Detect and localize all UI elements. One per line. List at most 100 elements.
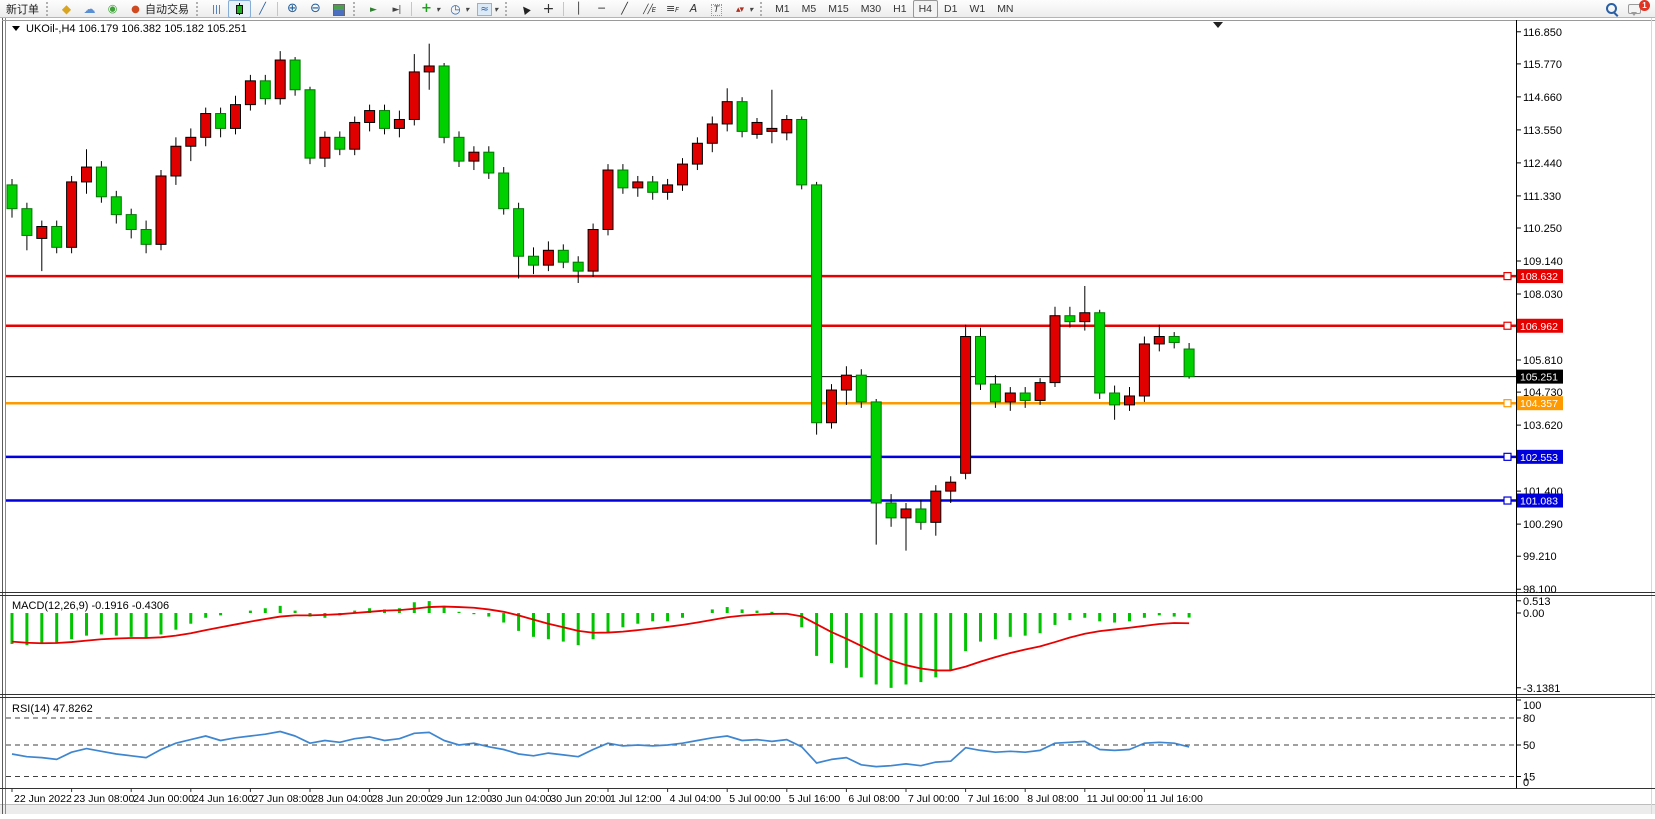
tf-h1-button[interactable]: H1 xyxy=(893,2,907,15)
signals-button[interactable] xyxy=(101,0,124,18)
price-badge-101.083 xyxy=(1517,493,1563,508)
svg-text:104.730: 104.730 xyxy=(1523,387,1563,399)
search-icon xyxy=(1605,2,1620,16)
arrows-button[interactable] xyxy=(728,0,757,18)
chart-canvas[interactable]: UKOil-,H4 106.179 106.382 105.182 105.25… xyxy=(0,18,1655,814)
cloud-icon xyxy=(82,2,97,16)
chart-shift-button[interactable] xyxy=(385,0,408,18)
chevron-down-icon[interactable] xyxy=(494,3,498,15)
crosshair-icon xyxy=(541,2,556,16)
indicators-icon xyxy=(419,2,434,16)
tf-m5-button[interactable]: M5 xyxy=(801,2,817,15)
chat-badge: 1 xyxy=(1639,0,1650,11)
tf-mn-button[interactable]: MN xyxy=(997,2,1014,15)
svg-text:113.550: 113.550 xyxy=(1523,125,1562,137)
chat-button[interactable]: 1 xyxy=(1624,0,1650,18)
tf-h4-button[interactable]: H4 xyxy=(912,0,938,18)
vertical-line-icon xyxy=(571,2,586,16)
crosshair-button[interactable] xyxy=(537,0,560,18)
svg-text:15: 15 xyxy=(1523,772,1535,784)
autotrade-label: 自动交易 xyxy=(145,3,189,16)
toolbar-grip xyxy=(760,1,766,16)
auto-scroll-button[interactable] xyxy=(362,0,385,18)
svg-text:28 Jun 20:00: 28 Jun 20:00 xyxy=(372,793,433,805)
svg-text:109.140: 109.140 xyxy=(1523,256,1563,268)
indicators-button[interactable] xyxy=(415,0,444,18)
price-badge-105.251 xyxy=(1517,369,1563,384)
text-label-button[interactable] xyxy=(705,0,728,18)
candles[interactable] xyxy=(6,43,1195,551)
svg-text:110.250: 110.250 xyxy=(1523,223,1562,235)
templates-icon xyxy=(477,2,492,16)
chevron-down-icon[interactable] xyxy=(465,3,469,15)
chevron-down-icon[interactable] xyxy=(749,3,753,15)
svg-text:116.850: 116.850 xyxy=(1523,27,1562,39)
zoom-in-button[interactable] xyxy=(281,0,304,18)
toolbar-separator xyxy=(277,1,278,16)
chart-title: UKOil-,H4 106.179 106.382 105.182 105.25… xyxy=(12,22,1223,35)
chart-window[interactable]: UKOil-,H4 106.179 106.382 105.182 105.25… xyxy=(0,18,1655,814)
search-button[interactable] xyxy=(1601,0,1624,18)
price-badge-104.357 xyxy=(1517,396,1563,411)
text-button[interactable] xyxy=(682,0,705,18)
vertical-line-button[interactable] xyxy=(567,0,590,18)
templates-button[interactable] xyxy=(473,0,502,18)
tf-m30-button[interactable]: M30 xyxy=(860,2,882,15)
trendline-button[interactable] xyxy=(613,0,636,18)
auto-scroll-icon xyxy=(366,2,381,16)
svg-text:102.553: 102.553 xyxy=(1520,452,1558,464)
autotrade-icon xyxy=(128,2,143,16)
svg-text:24 Jun 00:00: 24 Jun 00:00 xyxy=(133,793,194,805)
cloud-button[interactable] xyxy=(78,0,101,18)
bar-chart-button[interactable] xyxy=(205,0,228,18)
text-icon xyxy=(686,2,701,16)
tf-d1-button[interactable]: D1 xyxy=(944,2,958,15)
svg-text:0.00: 0.00 xyxy=(1523,608,1544,620)
toolbar-grip xyxy=(353,1,359,16)
svg-text:111.330: 111.330 xyxy=(1523,191,1561,203)
trendline-icon xyxy=(617,2,632,16)
svg-text:100: 100 xyxy=(1523,700,1541,712)
fibonacci-icon xyxy=(663,2,679,17)
line-chart-button[interactable] xyxy=(251,0,274,18)
candlestick-icon xyxy=(232,2,247,16)
autotrade-button[interactable]: 自动交易 xyxy=(124,1,193,17)
svg-text:7 Jul 16:00: 7 Jul 16:00 xyxy=(968,793,1020,805)
main-pane[interactable] xyxy=(6,272,1516,505)
svg-text:7 Jul 00:00: 7 Jul 00:00 xyxy=(908,793,960,805)
svg-text:105.251: 105.251 xyxy=(1520,372,1558,384)
tf-m1-button[interactable]: M1 xyxy=(775,2,790,15)
zoom-out-icon xyxy=(308,2,323,16)
svg-text:27 Jun 08:00: 27 Jun 08:00 xyxy=(252,793,313,805)
tile-windows-button[interactable] xyxy=(327,0,350,18)
svg-text:100.290: 100.290 xyxy=(1523,519,1563,531)
price-badge-108.632 xyxy=(1517,269,1563,284)
toolbar-separator xyxy=(411,1,412,16)
horizontal-line-button[interactable] xyxy=(590,0,613,18)
svg-text:UKOil-,H4 106.179 106.382 105: UKOil-,H4 106.179 106.382 105.182 105.25… xyxy=(26,23,247,35)
new-order-button[interactable]: 新订单 xyxy=(2,1,43,17)
price-axis[interactable]: 116.850 115.770 114.660 113.550 112.440 111.3… xyxy=(1516,20,1563,788)
periods-button[interactable] xyxy=(444,0,473,18)
svg-text:11 Jul 16:00: 11 Jul 16:00 xyxy=(1146,793,1203,805)
pane-separators[interactable] xyxy=(0,592,1655,789)
svg-text:115.770: 115.770 xyxy=(1523,59,1562,71)
svg-text:11 Jul 00:00: 11 Jul 00:00 xyxy=(1087,793,1144,805)
chevron-down-icon[interactable] xyxy=(436,3,440,15)
tf-m15-button[interactable]: M15 xyxy=(828,2,849,15)
fibonacci-button[interactable] xyxy=(659,0,682,18)
channel-button[interactable] xyxy=(636,0,659,18)
candlestick-button[interactable] xyxy=(228,0,251,18)
profiles-button[interactable] xyxy=(55,0,78,18)
zoom-out-button[interactable] xyxy=(304,0,327,18)
svg-text:101.083: 101.083 xyxy=(1520,496,1558,508)
svg-text:98.100: 98.100 xyxy=(1523,584,1557,596)
svg-text:0: 0 xyxy=(1523,777,1529,789)
svg-text:80: 80 xyxy=(1523,713,1535,725)
tf-w1-button[interactable]: W1 xyxy=(969,2,986,15)
svg-text:MACD(12,26,9) -0.1916 -0.4306: MACD(12,26,9) -0.1916 -0.4306 xyxy=(12,600,169,612)
cursor-button[interactable] xyxy=(514,0,537,18)
